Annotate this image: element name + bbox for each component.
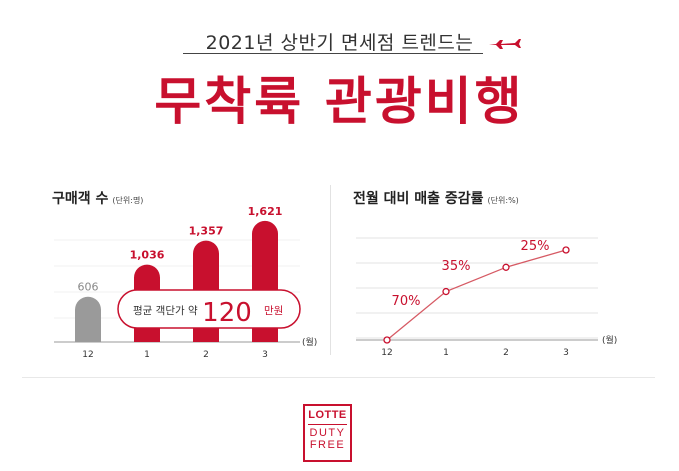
x-axis-unit: (월) bbox=[302, 336, 317, 348]
change-label: 35% bbox=[442, 259, 471, 274]
change-label: 25% bbox=[521, 239, 550, 254]
callout-value: 120 bbox=[202, 298, 252, 328]
x-tick-label: 3 bbox=[262, 350, 268, 360]
change-label: 70% bbox=[392, 294, 421, 309]
logo-line3: FREE bbox=[309, 439, 346, 451]
headline: 무착륙 관광비행 bbox=[154, 73, 525, 132]
sales-change-chart-title: 전월 대비 매출 증감률 (단위:%) bbox=[353, 191, 519, 207]
x-axis-unit: (월) bbox=[602, 334, 617, 346]
avg-spend-callout bbox=[117, 289, 301, 329]
lotte-duty-free-logo: LOTTE DUTY FREE bbox=[303, 404, 352, 462]
purchasers-chart-unit: (단위:명) bbox=[112, 196, 144, 205]
logo-line2: DUTY bbox=[308, 424, 347, 439]
logo-line1: LOTTE bbox=[308, 409, 347, 421]
sales-change-chart-unit: (단위:%) bbox=[487, 196, 519, 205]
x-tick-label: 2 bbox=[203, 350, 209, 360]
subtitle-underline bbox=[183, 53, 483, 54]
sales-change-line bbox=[386, 249, 567, 341]
bar-value-label: 1,621 bbox=[248, 205, 283, 218]
x-tick-label: 2 bbox=[503, 348, 509, 358]
chart-divider bbox=[330, 185, 331, 355]
data-point-12 bbox=[383, 336, 391, 344]
data-point-1 bbox=[442, 287, 450, 296]
footer-divider bbox=[22, 377, 655, 378]
data-point-3 bbox=[562, 246, 570, 254]
bar-value-label: 606 bbox=[78, 281, 99, 294]
bar-12 bbox=[75, 296, 101, 342]
callout-suffix: 만원 bbox=[264, 305, 283, 317]
subtitle: 2021년 상반기 면세점 트렌드는 bbox=[205, 32, 474, 54]
callout-prefix: 평균 객단가 약 bbox=[133, 305, 198, 317]
x-tick-label: 1 bbox=[443, 348, 449, 358]
bar-value-label: 1,036 bbox=[130, 249, 165, 262]
purchasers-chart-title: 구매객 수 (단위:명) bbox=[52, 191, 144, 207]
data-point-2 bbox=[502, 263, 510, 271]
x-tick-label: 12 bbox=[381, 348, 392, 358]
x-tick-label: 3 bbox=[563, 348, 569, 358]
airplane-icon bbox=[489, 39, 521, 49]
x-tick-label: 1 bbox=[144, 350, 150, 360]
bar-value-label: 1,357 bbox=[189, 225, 224, 238]
x-tick-label: 12 bbox=[82, 350, 93, 360]
